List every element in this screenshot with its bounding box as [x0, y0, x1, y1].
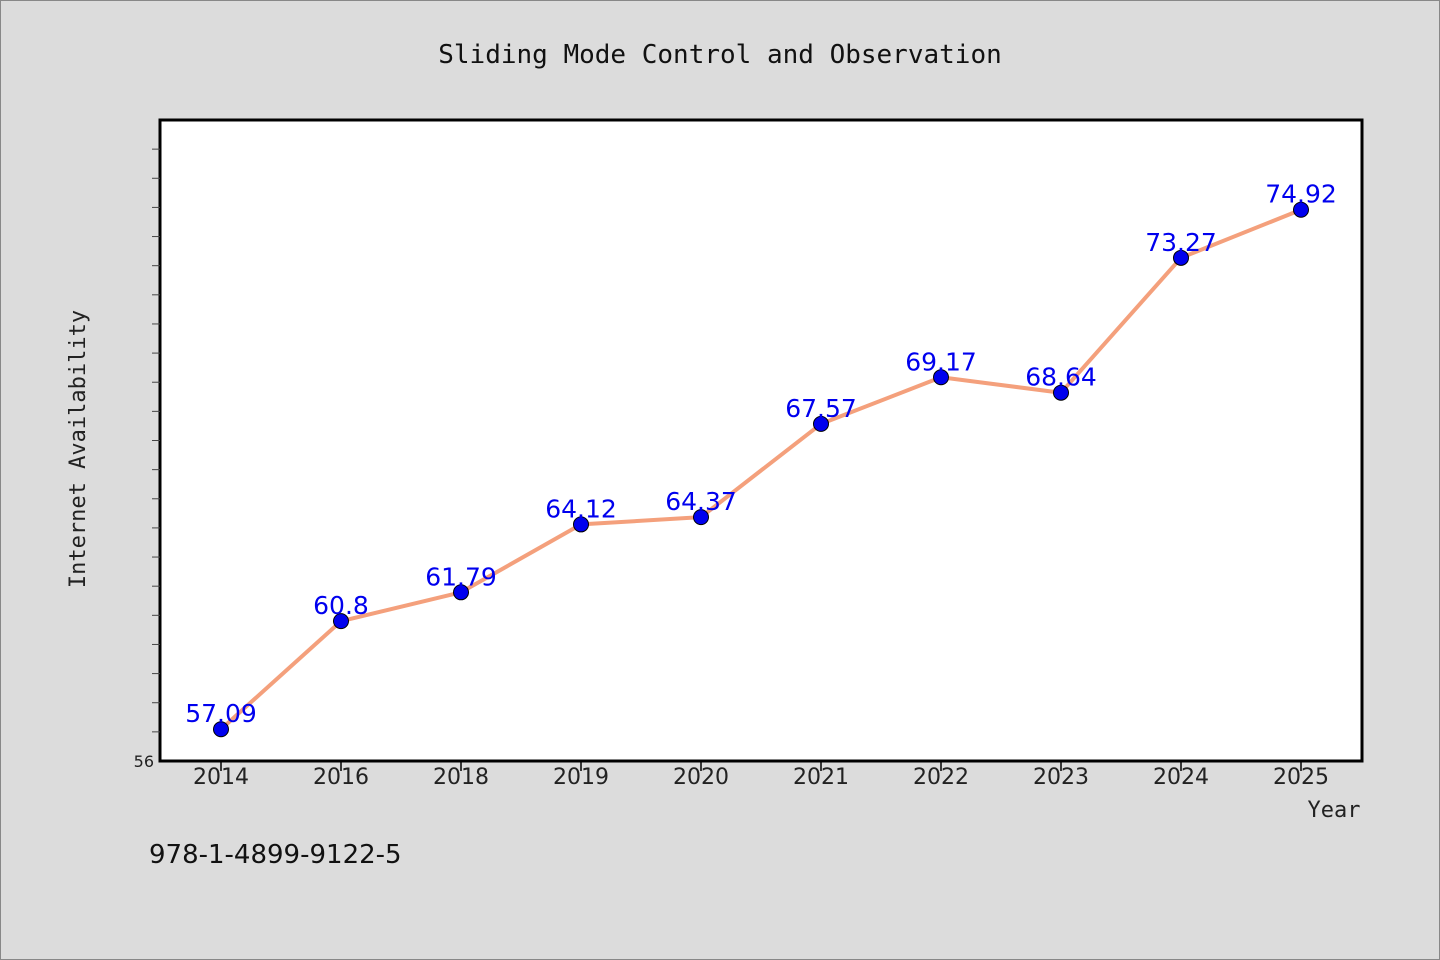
data-point [333, 613, 349, 630]
data-label: 64.12 [545, 494, 617, 523]
x-axis-label: Year [1308, 798, 1361, 823]
data-point [213, 721, 229, 738]
isbn-text: 978-1-4899-9122-5 [149, 840, 402, 870]
x-tick-label: 2021 [793, 765, 849, 790]
x-tick-label: 2020 [673, 765, 729, 790]
data-label: 60.8 [313, 591, 369, 620]
data-point [1293, 201, 1309, 218]
data-label: 69.17 [905, 347, 977, 376]
data-label: 67.57 [785, 394, 857, 423]
plot-area [158, 118, 1364, 763]
x-tick-label: 2018 [433, 765, 489, 790]
data-label: 57.09 [185, 699, 257, 728]
chart-title: Sliding Mode Control and Observation [438, 40, 1002, 70]
data-point [933, 369, 949, 386]
data-point [573, 516, 589, 533]
data-label: 68.64 [1025, 363, 1097, 392]
data-label: 74.92 [1265, 180, 1337, 209]
x-tick-label: 2023 [1033, 765, 1089, 790]
series-layer: 57.09 60.8 61.79 64.12 64.37 67.57 69.17 68.64 7… [185, 180, 1337, 738]
y-axis-label: Internet Availability [66, 310, 91, 588]
x-tick-label: 2024 [1153, 765, 1209, 790]
x-tick-label: 2025 [1273, 765, 1329, 790]
data-point [1173, 249, 1189, 266]
series-line [219, 207, 1302, 731]
y-tick-label: 56 [134, 752, 154, 771]
data-point [1053, 384, 1069, 401]
y-axis-ticks: 56 [134, 148, 160, 771]
x-tick-label: 2014 [193, 765, 249, 790]
data-label: 73.27 [1145, 228, 1217, 257]
data-point [453, 584, 469, 601]
data-label: 61.79 [425, 562, 497, 591]
x-axis-ticks: 2014 2016 2018 2019 2020 2021 2022 2023 2024 2025 [193, 761, 1329, 790]
x-tick-label: 2016 [313, 765, 369, 790]
x-tick-label: 2019 [553, 765, 609, 790]
x-tick-label: 2022 [913, 765, 969, 790]
data-point [813, 415, 829, 432]
data-point [693, 509, 709, 526]
data-label: 64.37 [665, 487, 737, 516]
